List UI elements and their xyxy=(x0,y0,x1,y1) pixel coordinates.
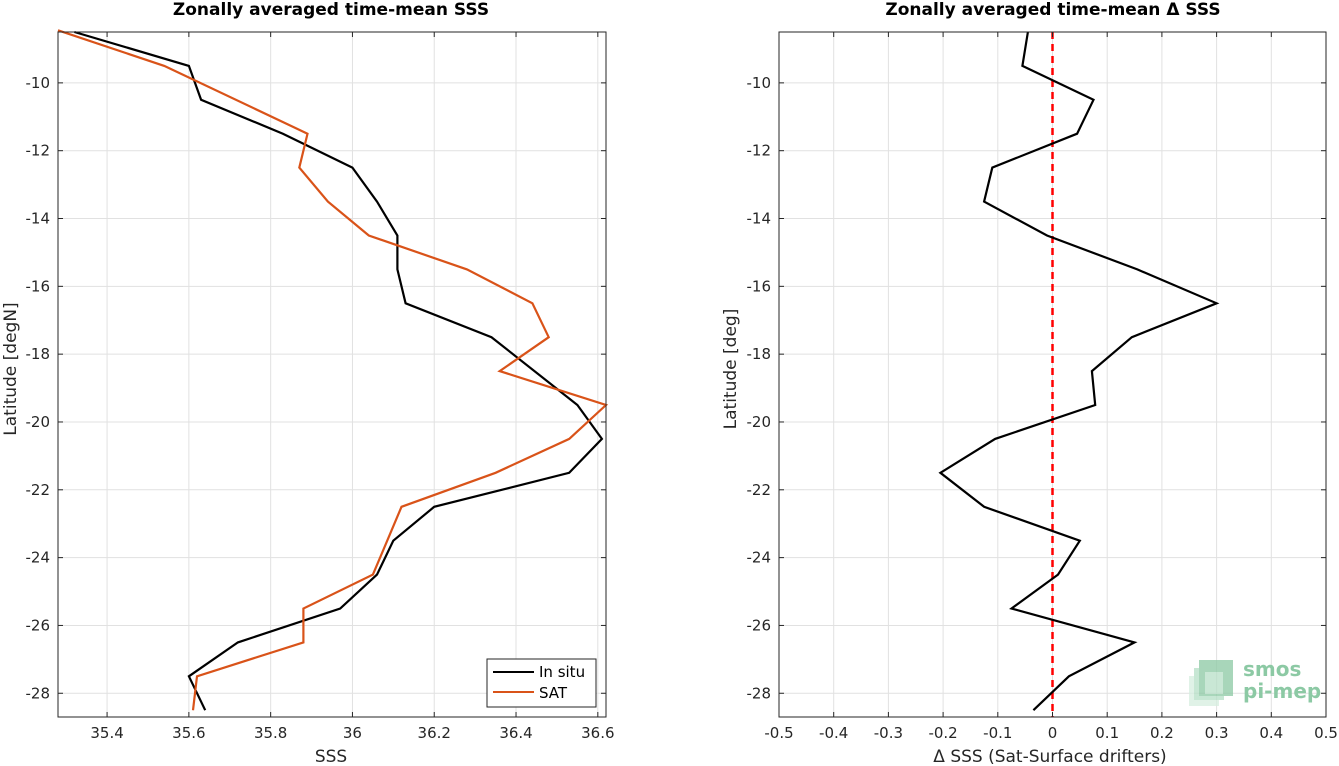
y-tick-label: -22 xyxy=(747,481,772,499)
x-tick-label: 0.4 xyxy=(1259,724,1283,742)
y-axis-label: Latitude [deg] xyxy=(721,309,741,430)
y-tick-label: -10 xyxy=(747,74,772,92)
x-tick-label: 35.8 xyxy=(254,724,287,742)
y-tick-label: -26 xyxy=(747,616,772,634)
y-axis-ticks: -10 -12 -14 -16 -18 -20 -22 -24 -26 -28 xyxy=(26,74,606,702)
y-tick-label: -28 xyxy=(26,684,51,702)
series-layer xyxy=(57,29,609,711)
chart-title: Zonally averaged time-mean Δ SSS xyxy=(885,0,1220,20)
x-tick-label: 0.3 xyxy=(1205,724,1229,742)
x-axis-label: SSS xyxy=(315,747,347,766)
series-layer xyxy=(938,31,1220,711)
x-tick-label: -0.4 xyxy=(819,724,848,742)
series-line-series-0 xyxy=(938,31,1220,711)
x-axis-ticks: 35.4 35.6 35.8 36 36.2 36.4 36.6 xyxy=(90,32,615,742)
y-axis-ticks: -10 -12 -14 -16 -18 -20 -22 -24 -26 -28 xyxy=(747,74,1326,702)
y-tick-label: -16 xyxy=(747,277,772,295)
delta-sss-chart: Zonally averaged time-mean Δ SSS -0.5 -0.… xyxy=(721,0,1338,766)
legend-box xyxy=(486,658,597,708)
x-tick-label: 0.5 xyxy=(1314,724,1338,742)
x-tick-label: 36.2 xyxy=(418,724,451,742)
x-tick-label: 36 xyxy=(343,724,362,742)
y-tick-label: -14 xyxy=(26,210,51,228)
x-tick-label: -0.3 xyxy=(874,724,903,742)
x-tick-label: -0.1 xyxy=(983,724,1012,742)
x-tick-label: -0.5 xyxy=(764,724,793,742)
y-tick-label: -18 xyxy=(26,345,51,363)
legend: In situ SAT xyxy=(486,658,597,708)
y-axis-label: Latitude [degN] xyxy=(1,302,21,435)
y-tick-label: -20 xyxy=(747,413,772,431)
smos-pi-mep-logo: smos pi-mep xyxy=(1189,657,1321,706)
y-tick-label: -20 xyxy=(26,413,51,431)
logo-mark-icon xyxy=(1189,660,1233,706)
sss-chart: Zonally averaged time-mean SSS 35.4 35.6 3… xyxy=(1,0,615,766)
series-line-sat xyxy=(57,29,609,711)
y-tick-label: -16 xyxy=(26,277,51,295)
x-tick-label: 0.2 xyxy=(1150,724,1174,742)
y-tick-label: -12 xyxy=(747,142,772,160)
x-axis-ticks: -0.5 -0.4 -0.3 -0.2 -0.1 0 0.1 0.2 0.3 0.4 0.5 xyxy=(764,32,1338,742)
y-tick-label: -12 xyxy=(26,142,51,160)
y-tick-label: -24 xyxy=(26,549,51,567)
logo-text-line1: smos xyxy=(1243,657,1301,681)
plot-frame xyxy=(57,31,607,718)
x-tick-label: 36.6 xyxy=(581,724,614,742)
x-tick-label: 0 xyxy=(1048,724,1058,742)
y-tick-label: -22 xyxy=(26,481,51,499)
y-tick-label: -18 xyxy=(747,345,772,363)
y-tick-label: -26 xyxy=(26,616,51,634)
y-tick-label: -14 xyxy=(747,210,772,228)
x-tick-label: -0.2 xyxy=(928,724,957,742)
logo-text-line2: pi-mep xyxy=(1243,679,1321,703)
series-line-in-situ xyxy=(74,30,604,711)
legend-label-sat: SAT xyxy=(539,684,568,702)
chart-title: Zonally averaged time-mean SSS xyxy=(173,0,489,20)
x-tick-label: 0.1 xyxy=(1095,724,1119,742)
legend-label-in-situ: In situ xyxy=(539,663,585,681)
y-tick-label: -24 xyxy=(747,549,772,567)
y-tick-label: -10 xyxy=(26,74,51,92)
x-tick-label: 36.4 xyxy=(499,724,532,742)
x-axis-label: Δ SSS (Sat-Surface drifters) xyxy=(933,747,1166,766)
y-tick-label: -28 xyxy=(747,684,772,702)
x-tick-label: 35.4 xyxy=(90,724,123,742)
x-tick-label: 35.6 xyxy=(172,724,205,742)
